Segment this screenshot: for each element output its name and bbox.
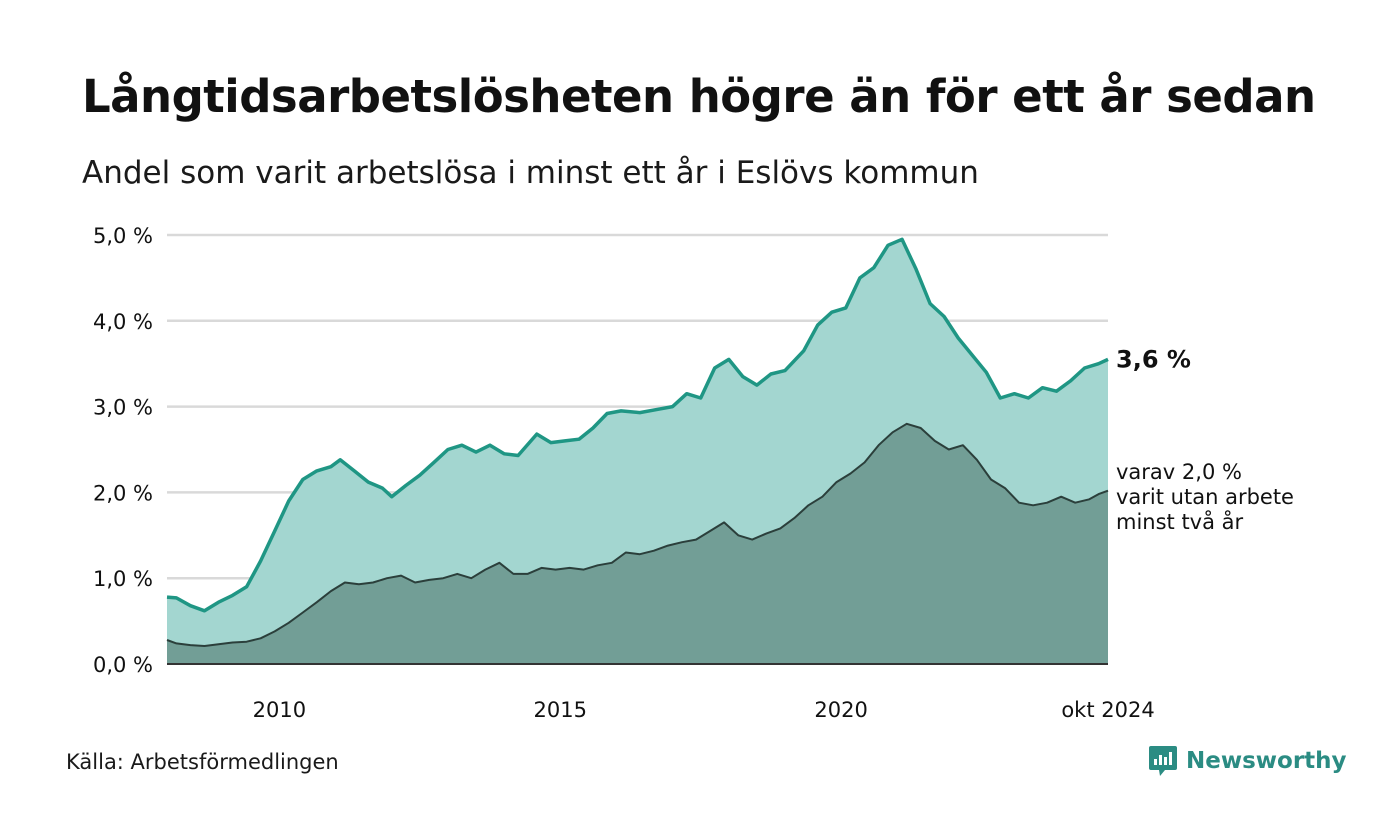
end-label-twoyear-line: minst två år xyxy=(1116,509,1244,534)
x-tick-label: 2015 xyxy=(534,698,587,722)
line-twoyear xyxy=(166,422,1109,647)
end-label-total: 3,6 % xyxy=(1116,345,1191,373)
x-tick-label: 2010 xyxy=(253,698,306,722)
line-total xyxy=(166,237,1109,613)
y-tick-label: 1,0 % xyxy=(93,567,153,591)
axes: 0,0 % 1,0 % 2,0 % 3,0 % 4,0 % 5,0 % 2010 2015 20… xyxy=(93,224,1155,722)
x-tick-label: okt 2024 xyxy=(1061,698,1154,722)
end-label-twoyear-line: varav 2,0 % xyxy=(1116,460,1242,484)
chart-title: Långtidsarbetslösheten högre än för ett … xyxy=(82,70,1316,123)
x-tick-label: 2020 xyxy=(814,698,867,722)
area-twoyear xyxy=(167,423,1108,664)
y-tick-label: 5,0 % xyxy=(93,224,153,248)
brand-name: Newsworthy xyxy=(1186,748,1347,774)
newsworthy-logo-icon xyxy=(1149,746,1177,776)
end-label-twoyear-line: varit utan arbete xyxy=(1116,485,1294,509)
source-note: Källa: Arbetsförmedlingen xyxy=(66,750,339,774)
chart-subtitle: Andel som varit arbetslösa i minst ett å… xyxy=(82,155,979,191)
y-tick-label: 3,0 % xyxy=(93,396,153,420)
y-tick-label: 2,0 % xyxy=(93,481,153,505)
series-areas xyxy=(166,237,1109,665)
y-tick-label: 0,0 % xyxy=(93,653,153,677)
y-tick-label: 4,0 % xyxy=(93,310,153,334)
brand-logo[interactable]: Newsworthy xyxy=(1148,744,1347,778)
